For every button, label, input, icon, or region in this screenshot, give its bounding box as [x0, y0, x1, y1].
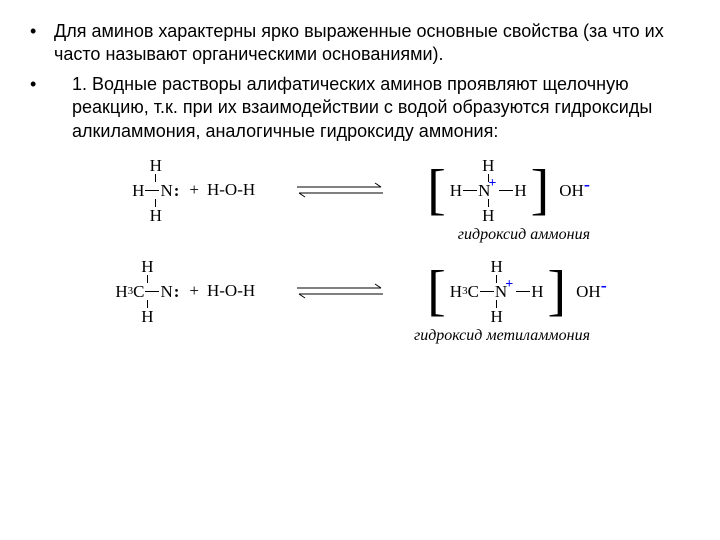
caption-2: гидроксид метиламмония [30, 327, 690, 345]
para1-text: Для аминов характерны ярко выраженные ос… [54, 20, 690, 67]
para2-text: 1. Водные растворы алифатических аминов … [54, 73, 690, 143]
caption-1: гидроксид аммония [30, 226, 690, 244]
plus-sign: + [189, 180, 199, 200]
ammonium-structure: H HN+H H [450, 157, 527, 224]
water-molecule: H-O-H [207, 281, 255, 301]
hydroxide-ion: OH- [559, 180, 590, 201]
water-molecule: H-O-H [207, 180, 255, 200]
bullet-marker: • [30, 20, 54, 67]
bullet-1: • Для аминов характерны ярко выраженные … [30, 20, 690, 67]
equilibrium-arrow [295, 182, 385, 198]
plus-sign: + [189, 281, 199, 301]
bullet-marker: • [30, 73, 54, 143]
ammonia-structure: H HN: H [132, 157, 179, 224]
bullet-2: • 1. Водные растворы алифатических амино… [30, 73, 690, 143]
reactions-block: H HN: H + H-O-H [ H HN+H H ] OH- гидрокс… [30, 157, 690, 345]
methylamine-structure: H H3CN: H [115, 258, 179, 325]
bracket-left: [ [427, 263, 446, 319]
reaction-1: H HN: H + H-O-H [ H HN+H H ] OH- [30, 157, 690, 224]
bracket-left: [ [427, 162, 446, 218]
reaction-2: H H3CN: H + H-O-H [ H H3CN+H H ] OH- [30, 258, 690, 325]
bracket-right: ] [531, 162, 550, 218]
equilibrium-arrow [295, 283, 385, 299]
bracket-right: ] [547, 263, 566, 319]
hydroxide-ion: OH- [576, 281, 607, 302]
methylammonium-structure: H H3CN+H H [450, 258, 544, 325]
